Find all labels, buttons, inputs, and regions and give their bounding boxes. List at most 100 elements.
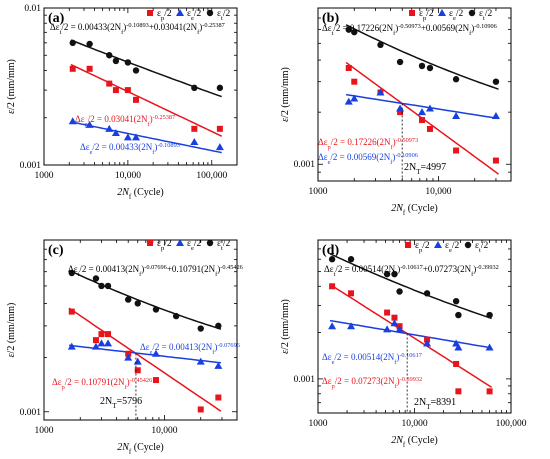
data-point <box>345 64 352 71</box>
data-point <box>329 283 336 290</box>
legend-marker <box>434 241 442 248</box>
x-tick-label: 1000 <box>35 171 54 181</box>
data-point <box>134 300 141 307</box>
plastic-strain-equation: Δεp/2 = 0.10791(2Nf)-0.45426 <box>52 377 152 391</box>
legend-label: εt/2 <box>217 239 230 252</box>
panel-label: (b) <box>322 11 339 26</box>
legend-marker <box>176 239 184 246</box>
data-point <box>425 104 434 112</box>
elastic-strain-equation: Δεe/2 = 0.00433(2Nf)-0.10893 <box>80 142 180 156</box>
fit-line <box>70 121 222 154</box>
data-point <box>395 325 404 333</box>
data-point <box>384 309 391 316</box>
data-point <box>105 331 112 338</box>
legend-label: εe/2 <box>449 9 464 22</box>
x-tick-label: 100,000 <box>496 419 527 429</box>
data-point <box>69 65 76 72</box>
panel-label: (d) <box>322 243 339 258</box>
data-point <box>215 143 224 151</box>
data-point <box>106 52 113 59</box>
data-point <box>196 357 205 365</box>
data-point <box>426 64 434 72</box>
data-point <box>397 109 404 116</box>
data-point <box>133 96 140 103</box>
data-point <box>98 331 105 338</box>
data-point <box>391 314 398 321</box>
data-point <box>97 339 106 347</box>
data-point <box>350 94 359 102</box>
chart-panel-1: 1000 10,000 100,000 0.001 0.01 2Nf (Cycle) ε/2… <box>6 4 238 201</box>
y-tick-label: 0.001 <box>20 408 42 418</box>
data-point <box>345 26 352 33</box>
y-axis-title: ε/2 (mm/mm) <box>6 59 17 114</box>
chart-panel-3: 1000 10,000 0.001 2Nf (Cycle) ε/2 (mm/mm) (c)… <box>6 239 243 456</box>
data-point <box>197 325 204 332</box>
x-axis-title: 2Nf (Cycle) <box>391 435 438 449</box>
elastic-strain-equation: Δεe/2 = 0.00413(2Nf)-0.07696 <box>140 342 240 356</box>
fit-line <box>70 39 222 98</box>
elastic-strain-equation: Δεe/2 = 0.00569(2Nf)-0.10906 <box>318 152 418 166</box>
legend-marker <box>405 242 411 248</box>
y-axis-title: ε/2 (mm/mm) <box>280 299 291 354</box>
plastic-strain-equation: Δεp/2 = 0.07273(2Nf)-0.39932 <box>322 376 422 390</box>
data-point <box>191 125 198 132</box>
transition-label: 2NT=5796 <box>100 396 142 410</box>
data-point <box>123 133 132 141</box>
legend-marker <box>464 241 472 249</box>
legend-marker <box>206 9 214 17</box>
x-tick-label: 1000 <box>309 187 328 197</box>
data-point <box>216 125 223 132</box>
data-point <box>485 343 494 351</box>
legend-label: εe/2 <box>187 239 202 252</box>
data-point <box>68 117 77 125</box>
data-point <box>98 282 105 290</box>
data-point <box>351 78 358 85</box>
fit-line <box>68 307 222 412</box>
data-point <box>215 322 222 330</box>
data-point <box>132 67 140 74</box>
legend-label: εt/2 <box>479 9 492 22</box>
data-point <box>377 41 384 49</box>
data-point <box>492 78 500 85</box>
data-point <box>124 87 131 94</box>
data-point <box>69 39 76 47</box>
data-point <box>328 256 336 263</box>
fit-line <box>68 269 222 330</box>
data-point <box>348 290 355 297</box>
data-point <box>191 84 198 92</box>
data-point <box>376 88 385 96</box>
data-point <box>68 269 75 277</box>
x-axis-title: 2Nf (Cycle) <box>391 203 438 217</box>
legend-label: εp/2 <box>157 239 172 252</box>
plastic-strain-equation: Δεp/2 = 0.03041(2Nf)-0.25387 <box>75 114 175 128</box>
x-tick-label: 10,000 <box>115 171 141 181</box>
legend-marker <box>438 9 446 16</box>
plot-frame <box>43 7 238 166</box>
data-point <box>423 290 431 297</box>
data-point <box>351 28 358 36</box>
plot-frame <box>43 239 238 421</box>
data-point <box>152 377 159 384</box>
data-point <box>104 339 113 347</box>
fit-line <box>329 283 493 388</box>
data-point <box>455 388 462 395</box>
y-tick-label: 0.001 <box>294 160 316 170</box>
panel-label: (a) <box>48 11 65 26</box>
y-tick-label: 0.001 <box>294 375 316 385</box>
legend-label: εe/2 <box>445 241 460 254</box>
data-point <box>124 353 133 361</box>
data-point <box>112 57 120 65</box>
data-point <box>347 256 355 263</box>
data-point <box>214 361 223 369</box>
chart-panel-4: 1000 10,000 100,000 0.001 2Nf (Cycle) ε/2 (mm… <box>280 239 527 449</box>
data-point <box>216 84 224 92</box>
data-point <box>111 128 120 136</box>
data-point <box>105 124 114 132</box>
x-axis-title: 2Nf (Cycle) <box>117 187 164 201</box>
data-point <box>85 120 94 128</box>
fit-line <box>70 63 223 137</box>
fit-line <box>329 253 492 320</box>
data-point <box>455 311 462 319</box>
fit-line <box>329 319 492 349</box>
